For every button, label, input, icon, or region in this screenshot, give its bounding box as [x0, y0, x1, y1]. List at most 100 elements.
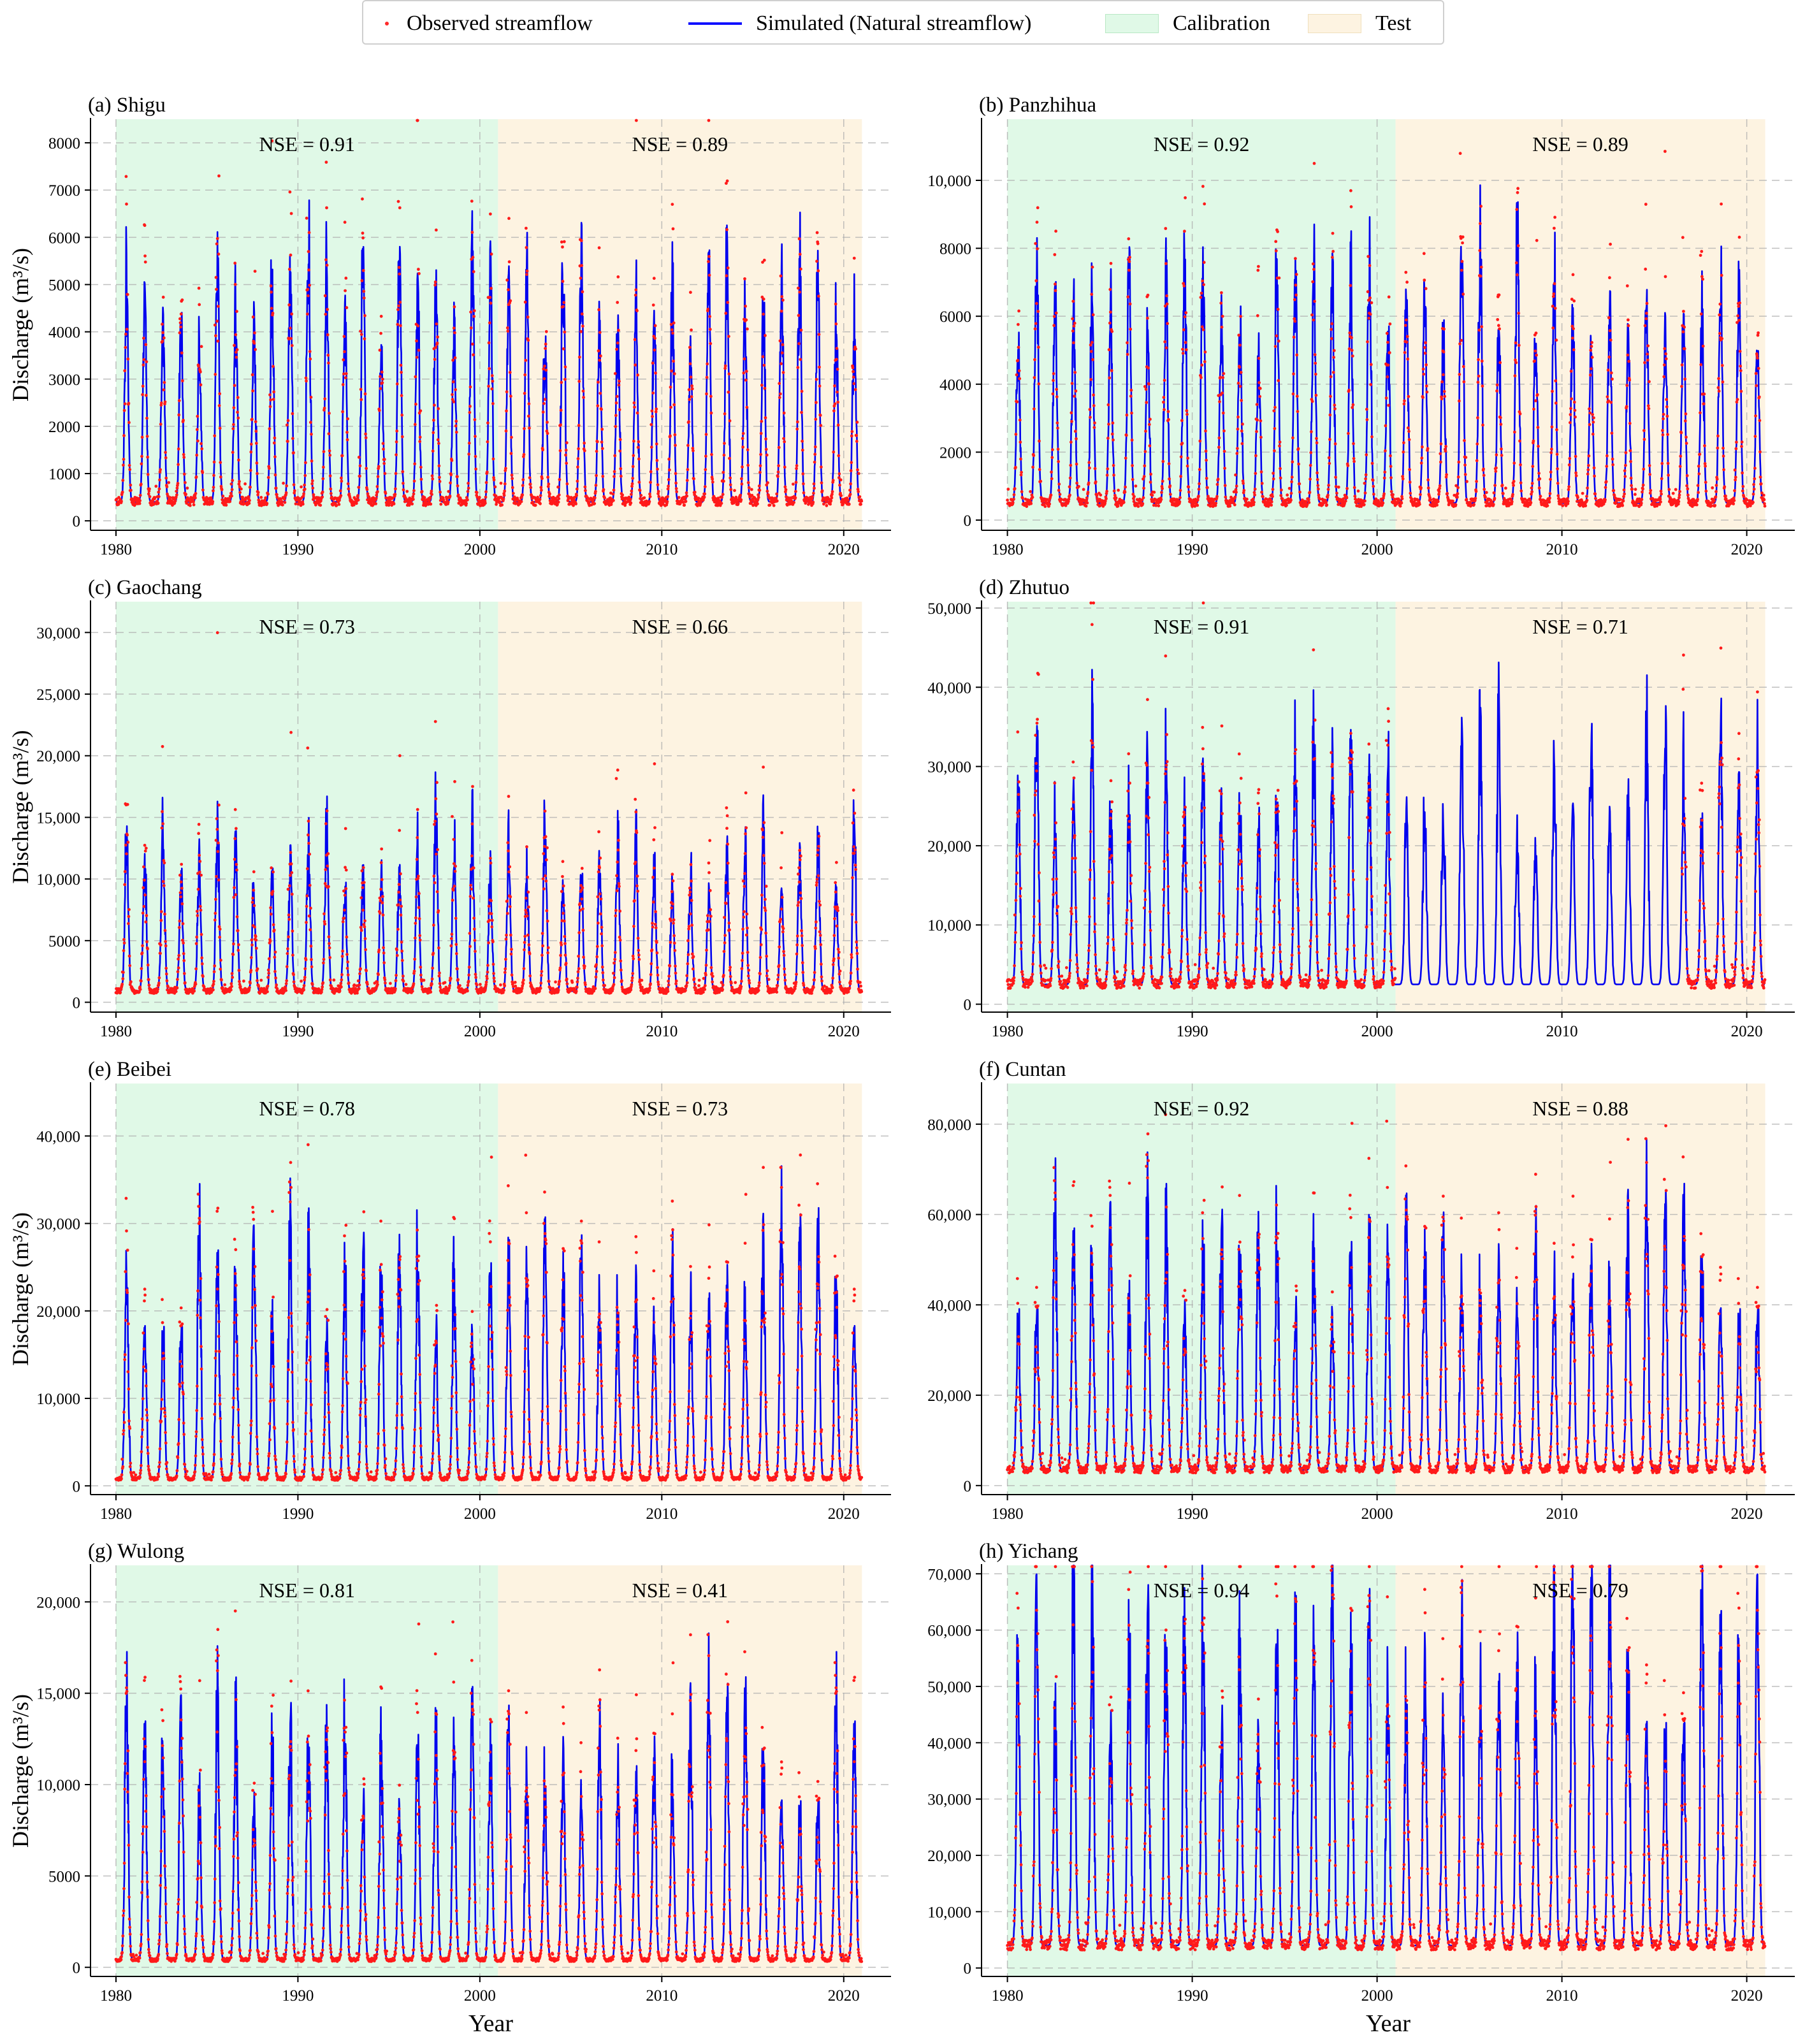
observed-point: [1758, 450, 1762, 454]
observed-point: [1234, 473, 1237, 477]
observed-point: [429, 502, 433, 506]
observed-point: [1353, 495, 1357, 498]
observed-point: [324, 312, 328, 316]
observed-point: [523, 373, 527, 377]
observed-point: [559, 409, 563, 412]
observed-point: [272, 365, 275, 368]
observed-point: [1253, 493, 1256, 497]
observed-point: [1572, 400, 1576, 404]
observed-point: [375, 485, 379, 488]
observed-point: [1699, 363, 1703, 366]
calibration-region: [115, 602, 498, 1012]
observed-point: [323, 294, 327, 298]
observed-point: [539, 494, 542, 497]
observed-point: [159, 401, 163, 405]
observed-point: [417, 272, 421, 275]
observed-point: [632, 401, 636, 405]
observed-point: [399, 324, 402, 328]
observed-point: [146, 455, 150, 459]
observed-point: [189, 504, 192, 507]
observed-point: [1129, 388, 1133, 392]
observed-point: [212, 474, 215, 477]
observed-point: [1646, 358, 1649, 362]
observed-point: [599, 354, 602, 358]
observed-point: [435, 322, 439, 326]
observed-point: [304, 376, 308, 380]
observed-point: [1163, 408, 1166, 412]
observed-point: [379, 375, 382, 379]
observed-point: [1440, 380, 1444, 384]
observed-point: [1641, 490, 1644, 494]
observed-point: [221, 495, 225, 498]
observed-point: [143, 878, 146, 882]
observed-point: [1724, 494, 1727, 498]
observed-point: [1259, 435, 1263, 439]
observed-point: [1370, 461, 1374, 465]
observed-point: [395, 973, 398, 977]
observed-point: [1604, 498, 1607, 502]
observed-point: [119, 990, 122, 994]
observed-point: [541, 448, 544, 452]
observed-point: [211, 500, 215, 504]
observed-point: [1757, 331, 1760, 335]
observed-point: [213, 918, 217, 922]
observed-point: [221, 498, 224, 502]
observed-point: [400, 370, 403, 374]
observed-point: [837, 454, 841, 458]
observed-point: [561, 245, 564, 249]
observed-point: [1439, 442, 1443, 446]
observed-point: [649, 423, 653, 426]
observed-point: [556, 500, 560, 504]
observed-point: [143, 224, 147, 228]
observed-point: [1048, 502, 1052, 506]
observed-point: [723, 364, 727, 368]
observed-point: [852, 382, 856, 386]
observed-point: [1112, 474, 1115, 477]
observed-point: [675, 490, 679, 493]
observed-point: [525, 226, 528, 230]
observed-point: [1405, 280, 1409, 284]
observed-point: [820, 481, 823, 484]
observed-point: [1630, 488, 1634, 491]
observed-point: [815, 377, 818, 381]
observed-point: [1734, 475, 1737, 479]
observed-point: [1701, 344, 1705, 348]
observed-point: [1071, 300, 1075, 303]
observed-point: [499, 481, 503, 485]
observed-point: [292, 980, 296, 983]
observed-point: [704, 468, 707, 472]
observed-point: [1664, 357, 1668, 361]
observed-point: [1348, 331, 1352, 335]
observed-point: [326, 308, 330, 311]
observed-point: [1258, 395, 1262, 398]
observed-point: [1054, 311, 1058, 315]
observed-point: [577, 379, 581, 383]
observed-point: [596, 404, 600, 408]
observed-point: [359, 388, 363, 391]
observed-point: [161, 331, 164, 335]
observed-point: [327, 432, 331, 435]
legend-label-observed: Observed streamflow: [407, 11, 593, 35]
observed-point: [472, 270, 475, 273]
observed-point: [600, 407, 603, 411]
observed-point: [1517, 344, 1521, 347]
observed-point: [217, 305, 220, 308]
observed-point: [1086, 491, 1090, 494]
observed-point: [709, 411, 713, 415]
observed-point: [1293, 298, 1296, 301]
observed-point: [1685, 435, 1688, 439]
observed-point: [178, 891, 182, 894]
observed-point: [587, 500, 591, 504]
observed-point: [615, 347, 618, 351]
observed-point: [268, 427, 272, 431]
observed-point: [593, 496, 597, 500]
observed-point: [254, 938, 258, 942]
observed-point: [231, 953, 235, 956]
observed-point: [1051, 392, 1055, 396]
observed-point: [1039, 479, 1043, 483]
observed-point: [179, 325, 182, 329]
observed-point: [161, 810, 164, 813]
observed-point: [1701, 277, 1705, 281]
observed-point: [1606, 368, 1610, 372]
observed-point: [1623, 492, 1627, 496]
